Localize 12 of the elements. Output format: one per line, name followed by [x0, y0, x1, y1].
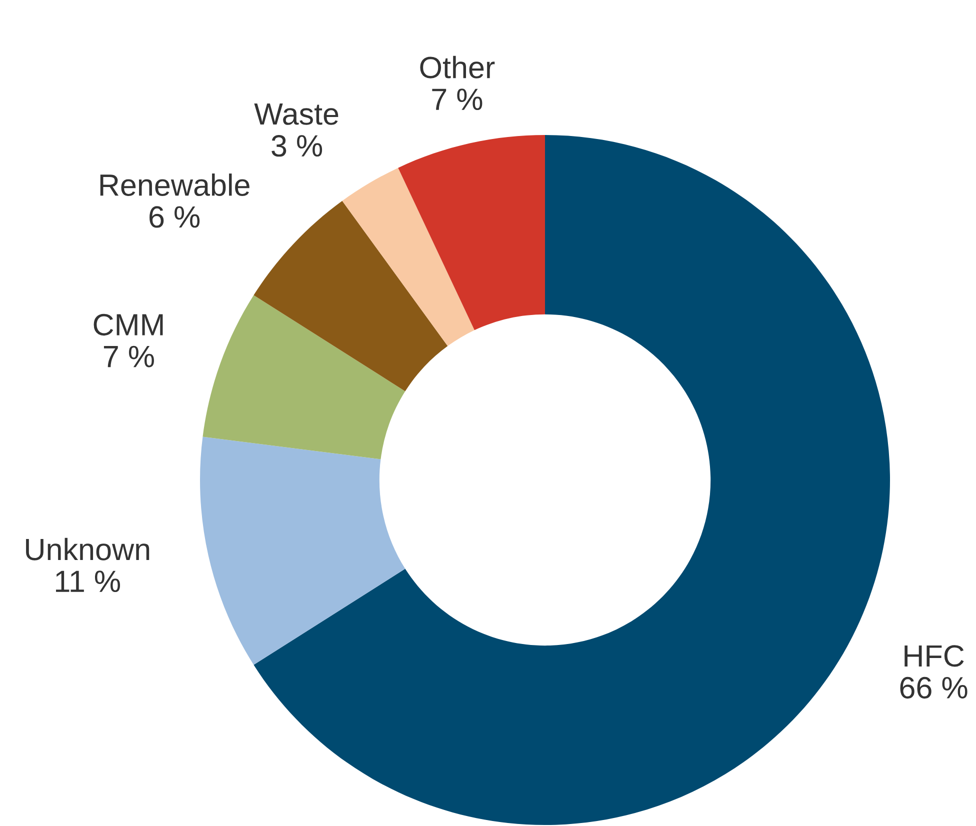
data-label: 66 %	[900, 676, 968, 699]
slice-label: HFC	[904, 645, 964, 667]
data-label: 6 %	[150, 206, 200, 228]
slice-label: CMM	[94, 314, 163, 336]
slice-label: Other	[420, 56, 495, 78]
data-label: 7 %	[432, 88, 482, 110]
slice-label: Renewable	[100, 174, 250, 196]
slice-label: Waste	[254, 104, 338, 125]
slice-label: Unknown	[26, 538, 150, 560]
data-label: 3 %	[272, 135, 322, 157]
data-label: 11 %	[56, 570, 120, 592]
data-label: 7 %	[104, 346, 154, 368]
